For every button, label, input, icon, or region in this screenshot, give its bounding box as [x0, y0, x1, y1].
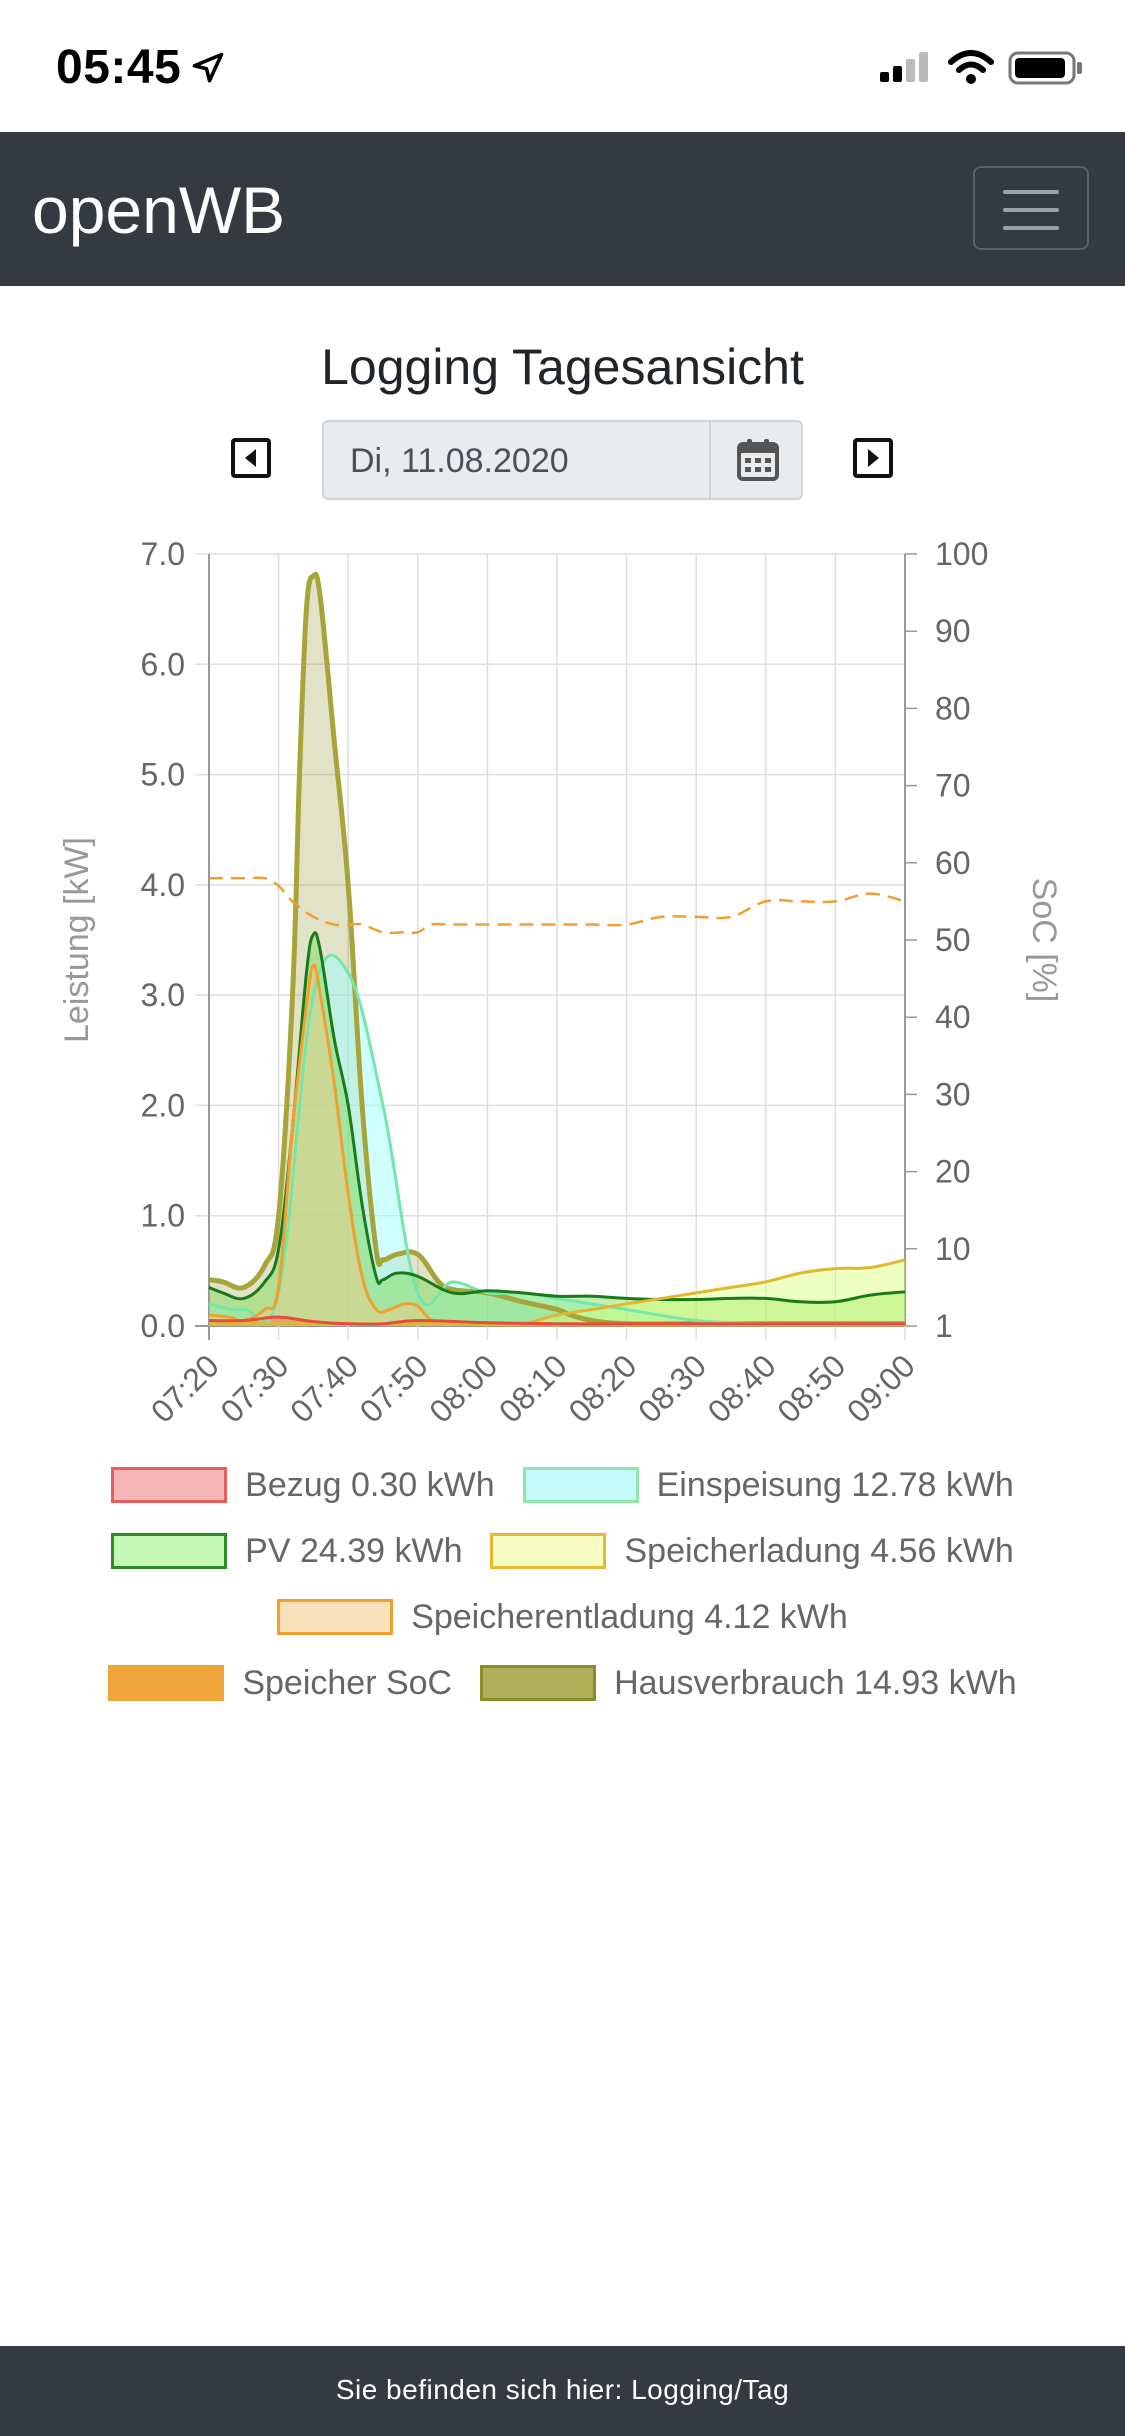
breadcrumb: Sie befinden sich hier: Logging/Tag: [335, 2374, 790, 2405]
legend-row: PV 24.39 kWh Speicherladung 4.56 kWh: [0, 1526, 1125, 1576]
y-right-tick-label: 30: [935, 1076, 971, 1112]
legend-swatch: [277, 1599, 394, 1635]
legend-swatch: [490, 1533, 607, 1569]
legend-label: Speicher SoC: [242, 1663, 453, 1702]
legend-swatch: [111, 1533, 228, 1569]
x-tick-label: 09:00: [840, 1347, 922, 1429]
date-input[interactable]: Di, 11.08.2020: [350, 442, 569, 480]
y-right-tick-label: 50: [935, 922, 971, 958]
y-left-tick-label: 3.0: [141, 977, 185, 1013]
cellular-signal-icon: [880, 52, 928, 82]
menu-toggle-button[interactable]: [973, 166, 1089, 250]
legend-swatch: [522, 1467, 639, 1503]
calendar-icon: [737, 439, 779, 481]
battery-icon: [1008, 51, 1082, 85]
y-left-tick-label: 0.0: [141, 1308, 185, 1344]
legend-item-einspeisung[interactable]: Einspeisung 12.78 kWh: [522, 1465, 1014, 1505]
calendar-button[interactable]: [709, 422, 801, 498]
legend-row: Bezug 0.30 kWh Einspeisung 12.78 kWh: [0, 1460, 1125, 1510]
y-left-tick-label: 1.0: [141, 1198, 185, 1234]
status-bar: 05:45: [0, 0, 1125, 132]
y-right-tick-label: 60: [935, 845, 971, 881]
y-right-tick-label: 1: [935, 1308, 953, 1344]
x-tick-label: 07:30: [213, 1347, 295, 1429]
legend-row: Speicher SoC Hausverbrauch 14.93 kWh: [0, 1658, 1125, 1708]
y-left-tick-label: 5.0: [141, 757, 185, 793]
hamburger-icon: [1003, 190, 1059, 194]
legend-item-speicherladung[interactable]: Speicherladung 4.56 kWh: [490, 1531, 1014, 1571]
legend-item-speicherentladung[interactable]: Speicherentladung 4.12 kWh: [277, 1598, 848, 1637]
y-left-tick-label: 7.0: [141, 536, 185, 572]
y-left-tick-label: 2.0: [141, 1087, 185, 1123]
series-line-bezug: [208, 1315, 905, 1326]
legend-label: Einspeisung 12.78 kWh: [656, 1465, 1014, 1504]
x-tick-label: 08:30: [631, 1347, 713, 1429]
legend-item-bezug[interactable]: Bezug 0.30 kWh: [111, 1465, 495, 1505]
date-picker[interactable]: Di, 11.08.2020: [322, 420, 803, 500]
chart-lines: [208, 571, 906, 1327]
series-area-einspeisung: [209, 955, 905, 1326]
legend-label: PV 24.39 kWh: [245, 1531, 463, 1570]
brand-logo[interactable]: openWB: [32, 173, 286, 247]
y-left-tick-label: 6.0: [141, 646, 185, 682]
legend-swatch: [111, 1467, 228, 1503]
footer: Sie befinden sich hier: Logging/Tag: [0, 2346, 1125, 2436]
y-right-tick-label: 40: [935, 999, 971, 1035]
navbar: openWB: [0, 132, 1125, 286]
caret-left-icon: [245, 449, 256, 467]
prev-day-button[interactable]: [231, 438, 271, 478]
x-tick-label: 07:50: [353, 1347, 435, 1429]
series-line-einspeisung: [208, 953, 905, 1326]
series-area-speicherladung: [209, 1259, 905, 1326]
x-tick-label: 08:20: [561, 1347, 643, 1429]
daily-log-chart: 0.0 1.0 2.0 3.0 4.0 5.0 6.0 7.0 1 10 20 30 40 50 60 70 8…: [58, 536, 1063, 1430]
page-title: Logging Tagesansicht: [321, 339, 804, 395]
x-tick-label: 07:40: [283, 1347, 365, 1429]
y-right-tick-label: 100: [935, 536, 988, 572]
x-tick-label: 08:40: [701, 1347, 783, 1429]
legend-row: Speicherentladung 4.12 kWh: [0, 1592, 1125, 1642]
x-tick-label: 08:10: [492, 1347, 574, 1429]
x-tick-label: 07:20: [144, 1347, 226, 1429]
wifi-icon: [948, 50, 994, 84]
y-left-tick-label: 4.0: [141, 867, 185, 903]
y-right-tick-label: 90: [935, 613, 971, 649]
y-right-tick-label: 70: [935, 768, 971, 804]
status-time: 05:45: [56, 41, 182, 94]
next-day-button[interactable]: [853, 438, 893, 478]
legend-label: Speicherentladung 4.12 kWh: [411, 1597, 848, 1636]
series-line-hausverbrauch: [208, 571, 905, 1327]
y-right-tick-label: 20: [935, 1154, 971, 1190]
legend-item-speicher-soc[interactable]: Speicher SoC: [108, 1664, 452, 1703]
series-line-speicher: [209, 876, 906, 935]
x-tick-label: 08:50: [770, 1347, 852, 1429]
location-arrow-icon: [192, 52, 224, 83]
legend-swatch: [480, 1665, 597, 1701]
legend-label: Hausverbrauch 14.93 kWh: [614, 1663, 1017, 1702]
legend-item-pv[interactable]: PV 24.39 kWh: [111, 1532, 462, 1571]
caret-right-icon: [868, 449, 879, 467]
legend-label: Speicherladung 4.56 kWh: [624, 1531, 1014, 1570]
x-tick-label: 08:00: [422, 1347, 504, 1429]
legend-item-hausverbrauch[interactable]: Hausverbrauch 14.93 kWh: [480, 1664, 1017, 1703]
y-axis-left-title: Leistung [kW]: [58, 837, 96, 1043]
y-right-tick-label: 10: [935, 1231, 971, 1267]
legend-label: Bezug 0.30 kWh: [245, 1465, 495, 1504]
y-right-tick-label: 80: [935, 690, 971, 726]
y-axis-right-title: SoC [%]: [1025, 878, 1063, 1003]
legend-swatch: [108, 1665, 225, 1701]
